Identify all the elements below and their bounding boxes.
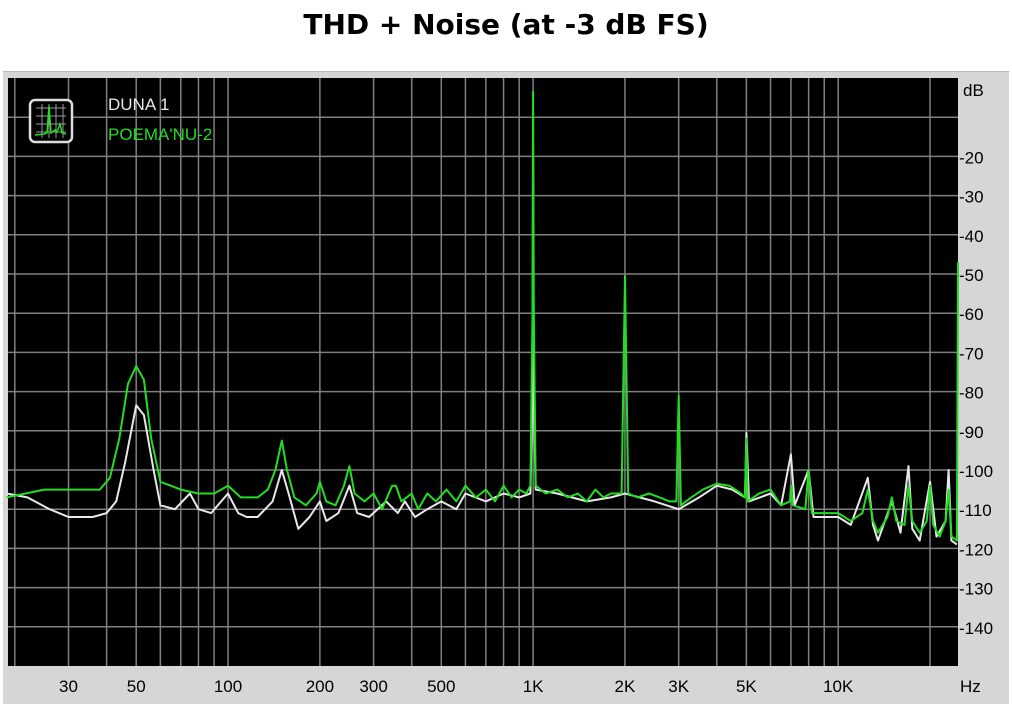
series-lines: [6, 90, 959, 546]
y-tick-label: -110: [959, 501, 992, 520]
x-tick-label: 500: [427, 677, 455, 696]
x-tick-label: 50: [127, 677, 146, 696]
y-tick-label: -60: [959, 305, 984, 324]
y-tick-label: -90: [959, 423, 984, 442]
y-tick-label: -70: [959, 344, 984, 363]
x-tick-label: 200: [306, 677, 334, 696]
y-tick-label: -140: [959, 619, 993, 638]
chart-title: THD + Noise (at -3 dB FS): [303, 8, 709, 41]
x-tick-label: 1K: [523, 677, 544, 696]
x-tick-label: 5K: [736, 677, 757, 696]
legend: DUNA 1 POEMA'NU-2: [28, 95, 212, 144]
y-tick-label: -30: [959, 188, 984, 207]
y-axis-unit: dB: [963, 81, 984, 100]
grid: [8, 78, 958, 666]
x-tick-label: 2K: [615, 677, 636, 696]
plot-area: [8, 78, 958, 666]
y-tick-labels: -20 -30 -40 -50 -60 -70 -80 -90 -100 -110 -120 -130…: [959, 148, 993, 637]
y-tick-label: -20: [959, 148, 984, 167]
spectrum-analyzer-icon: [28, 98, 74, 144]
x-tick-label: 30: [59, 677, 78, 696]
y-tick-label: -130: [959, 580, 993, 599]
series-line-1: [6, 90, 959, 542]
x-tick-label: 10K: [823, 677, 854, 696]
legend-entry-poema-nu-2: POEMA'NU-2: [108, 125, 212, 144]
y-tick-label: -120: [959, 540, 993, 559]
y-tick-label: -50: [959, 266, 984, 285]
x-axis-unit: Hz: [960, 677, 981, 696]
y-tick-label: -100: [959, 462, 993, 481]
x-tick-label: 300: [359, 677, 387, 696]
x-tick-label: 3K: [668, 677, 689, 696]
y-tick-label: -40: [959, 227, 984, 246]
x-tick-labels: 30 50 100 200 300 500 1K 2K 3K 5K 10K: [59, 677, 854, 696]
legend-entry-duna-1: DUNA 1: [108, 95, 169, 114]
y-tick-label: -80: [959, 384, 984, 403]
x-tick-label: 100: [214, 677, 242, 696]
